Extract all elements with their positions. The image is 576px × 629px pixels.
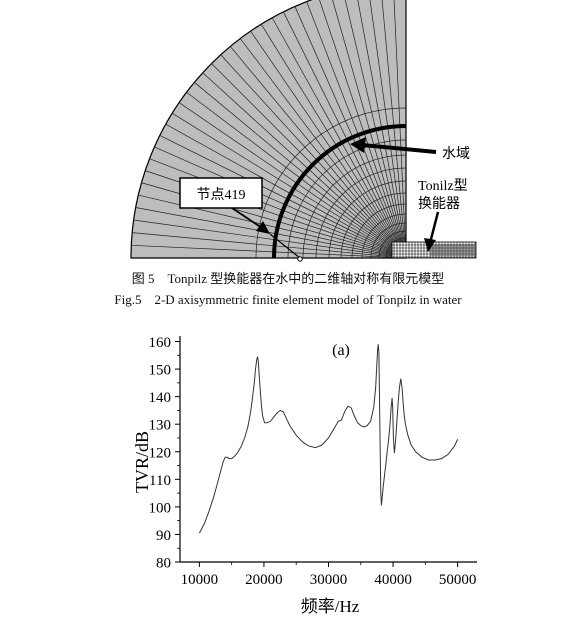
y-tick-label: 130	[149, 418, 172, 434]
y-tick-label: 150	[149, 363, 172, 379]
tvr-chart: 80 90 100 110 120 130 140 150 160 10000 20000 3000…	[132, 335, 477, 616]
y-tick-label: 160	[149, 335, 172, 351]
x-tick-label: 10000	[181, 572, 219, 588]
water-boundary-arc	[272, 124, 407, 259]
water-arrow	[350, 137, 437, 154]
y-tick-label: 80	[156, 556, 171, 572]
y-tick-label: 110	[149, 473, 171, 489]
node-arrow	[231, 207, 303, 262]
x-tick-label: 40000	[374, 572, 412, 588]
transducer-mesh	[391, 241, 477, 259]
transducer-label-line2: 换能器	[418, 195, 460, 212]
tvr-series-line	[198, 344, 459, 534]
y-axis-label: TVR/dB	[132, 431, 152, 493]
y-tick-label: 140	[149, 390, 172, 406]
y-tick-label: 120	[149, 445, 172, 461]
node-label: 节点419	[197, 187, 246, 203]
fem-mesh-figure: 水域 Tonilz型 换能器 节点419	[130, 0, 477, 262]
node-label-box	[179, 177, 263, 209]
chart-axes	[179, 336, 477, 563]
x-tick-label: 50000	[439, 572, 477, 588]
x-axis-ticks: 10000 20000 30000 40000 50000	[181, 562, 477, 588]
figure5-caption-en: Fig.5 2-D axisymmetric finite element mo…	[114, 292, 462, 307]
x-tick-label: 30000	[310, 572, 348, 588]
x-axis-label: 频率/Hz	[301, 597, 360, 616]
water-label: 水域	[442, 146, 470, 162]
y-axis-ticks: 80 90 100 110 120 130 140 150 160	[149, 335, 180, 572]
chart-title: (a)	[332, 342, 350, 359]
transducer-arrow	[424, 211, 440, 252]
figure5-caption-cn: 图 5 Tonpilz 型换能器在水中的二维轴对称有限元模型	[131, 271, 445, 286]
y-tick-label: 90	[156, 528, 171, 544]
x-tick-label: 20000	[245, 572, 283, 588]
transducer-label-line1: Tonilz型	[418, 178, 468, 194]
y-tick-label: 100	[149, 500, 172, 516]
